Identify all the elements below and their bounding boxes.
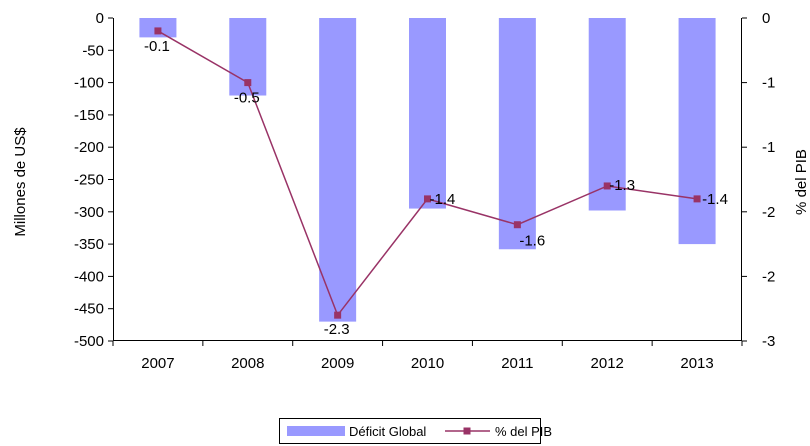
- left-tick-label: -150: [74, 107, 104, 124]
- x-tick-label: 2010: [411, 355, 444, 372]
- right-tick-label: -2: [762, 268, 775, 285]
- data-label-2008: -0.5: [234, 90, 260, 107]
- bar-series-deficit-global: [139, 18, 716, 322]
- line-point-2011: [513, 221, 521, 229]
- right-tick-label: -3: [762, 333, 775, 350]
- left-axis-ticks: 0 -50 -100 -150 -200 -250 -300 -350 -400 -450 -500: [74, 10, 113, 350]
- line-point-2007: [154, 27, 162, 35]
- bar-2012: [588, 18, 626, 211]
- right-axis-title: % del PIB: [793, 149, 810, 215]
- line-point-2012: [603, 182, 611, 190]
- legend-swatch-pct-pib-marker: [463, 427, 471, 435]
- left-tick-label: -500: [74, 333, 104, 350]
- line-series-pct-pib: [154, 27, 701, 319]
- bar-2013: [678, 18, 716, 245]
- bar-2010: [409, 18, 446, 209]
- right-tick-label: -2: [762, 204, 775, 221]
- left-tick-label: -250: [74, 172, 104, 189]
- data-labels: -0.1 -0.5 -2.3 -1.4 -1.6 -1.3 -1.4: [144, 38, 728, 338]
- bar-2011: [498, 18, 536, 250]
- line-point-2009: [334, 311, 342, 319]
- left-tick-label: -50: [82, 42, 104, 59]
- left-tick-label: -450: [74, 301, 104, 318]
- x-tick-label: 2011: [501, 355, 533, 372]
- x-axis-ticks: 2007 2008 2009 2010 2011 2012 2013: [112, 341, 743, 372]
- right-tick-label: -1: [762, 139, 775, 156]
- data-label-2012: -1.3: [609, 177, 635, 194]
- left-tick-label: -400: [74, 268, 104, 285]
- legend-swatch-deficit-global: [287, 426, 345, 436]
- left-tick-label: 0: [96, 10, 104, 27]
- legend: Déficit Global % del PIB: [279, 418, 552, 444]
- right-tick-label: -1: [762, 75, 775, 92]
- right-tick-label: 0: [762, 10, 770, 27]
- data-label-2007: -0.1: [144, 38, 170, 55]
- x-tick-label: 2009: [321, 355, 354, 372]
- data-label-2013: -1.4: [702, 191, 728, 208]
- axes: [113, 18, 742, 341]
- left-tick-label: -200: [74, 139, 104, 156]
- data-label-2011: -1.6: [519, 233, 545, 250]
- bar-2009: [319, 18, 357, 322]
- legend-label-pct-pib: % del PIB: [495, 424, 552, 439]
- x-tick-label: 2007: [141, 355, 174, 372]
- data-label-2009: -2.3: [324, 321, 350, 338]
- line-point-2010: [424, 195, 431, 203]
- left-axis-title: Millones de US$: [12, 127, 29, 237]
- line-point-2013: [693, 195, 701, 203]
- left-tick-label: -100: [74, 75, 104, 92]
- x-tick-label: 2013: [680, 355, 713, 372]
- x-tick-label: 2008: [231, 355, 264, 372]
- left-tick-label: -350: [74, 236, 104, 253]
- right-axis-ticks: 0 -1 -1 -2 -2 -3: [742, 10, 775, 350]
- x-tick-label: 2012: [591, 355, 624, 372]
- left-tick-label: -300: [74, 204, 104, 221]
- data-label-2010: -1.4: [430, 191, 456, 208]
- line-point-2008: [244, 79, 252, 87]
- legend-label-deficit-global: Déficit Global: [349, 424, 426, 439]
